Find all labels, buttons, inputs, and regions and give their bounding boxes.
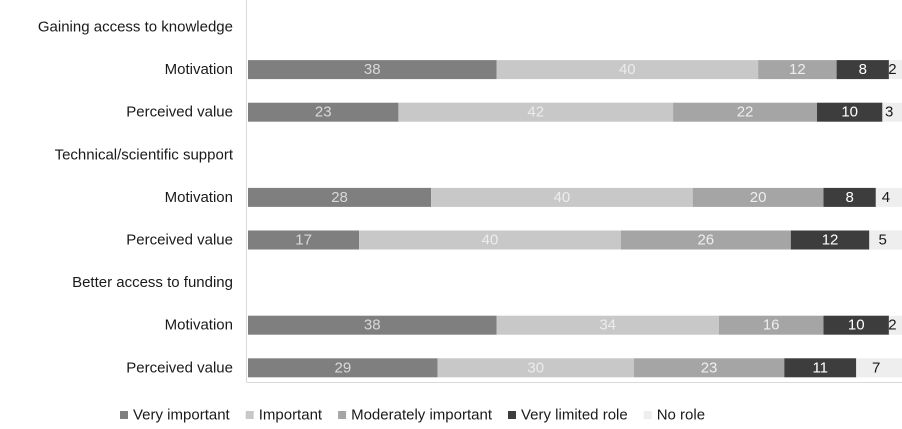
bar-segment-row2-series4	[882, 102, 902, 122]
bar-segment-row5-series2	[620, 230, 791, 250]
bar-segment-row7-series2	[718, 315, 824, 335]
bar-segment-row8-series0	[248, 358, 438, 378]
bar-value-label-row8-series3: 11	[812, 359, 828, 376]
legend-swatch-1	[245, 411, 254, 419]
bar-segment-row4-series2	[692, 187, 824, 207]
category-label-1: Motivation	[165, 61, 233, 78]
bar-value-label-row5-series1: 40	[482, 232, 499, 249]
bar-value-label-row2-series4: 3	[885, 104, 893, 121]
bar-value-label-row4-series0: 28	[331, 189, 348, 206]
bar-value-label-row5-series0: 17	[295, 232, 312, 249]
category-label-4: Motivation	[165, 189, 233, 206]
bar-segment-row4-series4	[875, 187, 902, 207]
bar-segment-row5-series4	[869, 230, 902, 250]
bar-value-label-row4-series1: 40	[554, 189, 571, 206]
bar-segment-row8-series2	[633, 358, 785, 378]
bar-value-label-row7-series4: 2	[888, 317, 896, 334]
bar-value-label-row2-series3: 10	[841, 104, 858, 121]
legend-label-1: Important	[259, 407, 323, 424]
bar-value-label-row1-series4: 2	[888, 61, 896, 78]
bar-segment-row8-series4	[856, 358, 902, 378]
bar-value-label-row7-series0: 38	[364, 317, 381, 334]
bar-segment-row2-series1	[398, 102, 674, 122]
bar-segment-row4-series1	[431, 187, 693, 207]
bar-segment-row2-series2	[673, 102, 817, 122]
bar-value-label-row4-series3: 8	[846, 189, 854, 206]
bar-segment-row5-series1	[359, 230, 621, 250]
bar-value-label-row8-series0: 29	[334, 359, 351, 376]
bar-segment-row7-series1	[496, 315, 719, 335]
bar-value-label-row8-series2: 23	[701, 359, 718, 376]
bar-segment-row4-series3	[823, 187, 876, 207]
bar-value-label-row4-series4: 4	[882, 189, 890, 206]
bar-segment-row7-series0	[248, 315, 497, 335]
bar-value-label-row7-series3: 10	[848, 317, 865, 334]
bar-value-label-row2-series1: 42	[527, 104, 544, 121]
bar-segment-row7-series4	[888, 315, 902, 335]
bar-segment-row1-series3	[836, 60, 889, 80]
bar-value-label-row7-series2: 16	[763, 317, 780, 334]
group-heading-6: Better access to funding	[72, 274, 233, 291]
bar-segment-row1-series4	[888, 60, 902, 80]
bar-value-label-row1-series0: 38	[364, 61, 381, 78]
legend-label-4: No role	[657, 407, 705, 424]
bar-value-label-row8-series1: 30	[527, 359, 544, 376]
legend-label-2: Moderately important	[351, 407, 493, 424]
legend-swatch-2	[338, 411, 347, 419]
bar-value-label-row1-series3: 8	[859, 61, 867, 78]
bar-segment-row8-series1	[437, 358, 634, 378]
bar-value-label-row1-series1: 40	[619, 61, 636, 78]
category-label-5: Perceived value	[126, 232, 233, 249]
bar-segment-row5-series3	[790, 230, 870, 250]
bar-segment-row2-series3	[816, 102, 883, 122]
category-label-7: Motivation	[165, 317, 233, 334]
bar-value-label-row5-series4: 5	[878, 232, 886, 249]
bar-value-label-row7-series1: 34	[599, 317, 616, 334]
bar-segment-row2-series0	[248, 102, 399, 122]
group-heading-0: Gaining access to knowledge	[38, 19, 233, 36]
category-label-2: Perceived value	[126, 104, 233, 121]
bar-segment-row1-series0	[248, 60, 497, 80]
legend-swatch-3	[508, 411, 516, 419]
bar-segment-row4-series0	[248, 187, 432, 207]
bar-value-label-row4-series2: 20	[750, 189, 767, 206]
legend-label-3: Very limited role	[521, 407, 628, 424]
legend-swatch-4	[643, 411, 652, 419]
bar-value-label-row1-series2: 12	[789, 61, 806, 78]
bar-segment-row7-series3	[823, 315, 889, 335]
bar-segment-row1-series2	[758, 60, 837, 80]
legend-swatch-0	[120, 411, 128, 419]
legend-label-0: Very important	[133, 407, 231, 424]
bar-value-label-row2-series2: 22	[737, 104, 754, 121]
legend: Very important Important Moderately import…	[120, 407, 705, 424]
bar-value-label-row8-series4: 7	[872, 359, 880, 376]
bar-value-label-row2-series0: 23	[315, 104, 332, 121]
group-heading-3: Technical/scientific support	[55, 146, 234, 163]
bar-value-label-row5-series3: 12	[822, 232, 839, 249]
bar-segment-row5-series0	[248, 230, 360, 250]
bar-segment-row8-series3	[784, 358, 857, 378]
category-label-8: Perceived value	[126, 359, 233, 376]
bar-value-label-row5-series2: 26	[697, 232, 714, 249]
bar-segment-row1-series1	[496, 60, 759, 80]
